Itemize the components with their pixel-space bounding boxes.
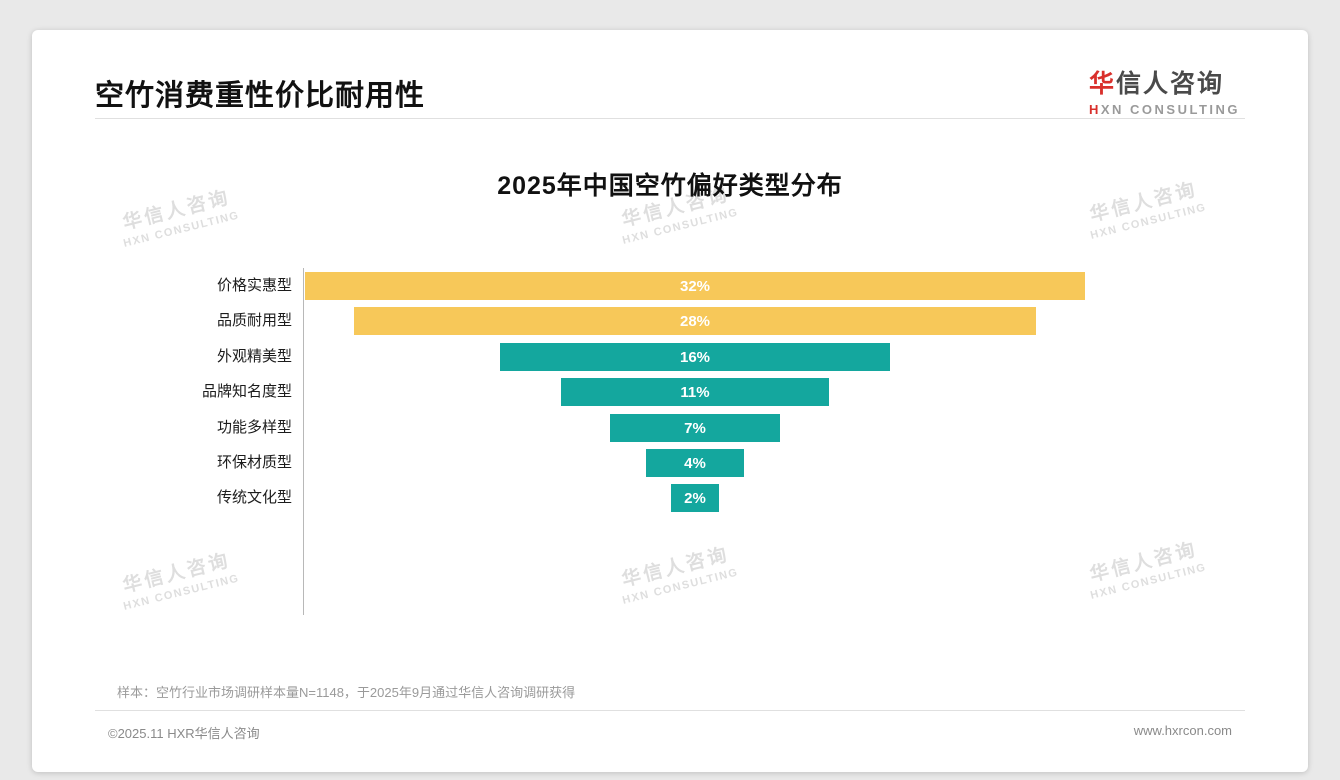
bar-value-label: 2% <box>684 489 706 507</box>
chart-bar: 28% <box>353 307 1037 335</box>
category-label: 品牌知名度型 <box>201 383 292 400</box>
category-label: 品质耐用型 <box>216 312 292 329</box>
report-slide: 华信人咨询 HXN CONSULTING 华信人咨询 HXN CONSULTIN… <box>32 30 1308 772</box>
chart-bar: 11% <box>560 378 830 406</box>
category-label: 传统文化型 <box>216 489 292 506</box>
bar-value-label: 4% <box>684 454 706 472</box>
logo-en-line: HXN CONSULTING <box>1089 102 1240 117</box>
logo-en-rest: XN CONSULTING <box>1100 102 1240 117</box>
bar-value-label: 7% <box>684 419 706 437</box>
logo-cn-rest: 信人咨询 <box>1115 70 1224 98</box>
page-title: 空竹消费重性价比耐用性 <box>95 80 426 112</box>
bar-value-label: 11% <box>680 383 710 401</box>
bar-value-label: 32% <box>679 277 711 295</box>
chart-bar: 32% <box>305 272 1085 300</box>
chart-bar: 4% <box>646 449 744 477</box>
bar-value-label: 28% <box>679 312 711 330</box>
website-url: www.hxrcon.com <box>1133 723 1232 738</box>
category-label: 功能多样型 <box>216 419 292 436</box>
category-label: 环保材质型 <box>216 454 292 471</box>
bar-value-label: 16% <box>679 348 711 366</box>
chart-bar: 16% <box>500 343 890 371</box>
header-divider <box>95 118 1245 119</box>
company-logo: 华信人咨询 HXN CONSULTING <box>1089 64 1240 117</box>
copyright-text: ©2025.11 HXR华信人咨询 <box>108 726 260 741</box>
sample-note: 样本：空竹行业市场调研样本量N=1148，于2025年9月通过华信人咨询调研获得 <box>117 685 576 700</box>
chart-title: 2025年中国空竹偏好类型分布 <box>497 172 843 200</box>
chart-bar: 2% <box>670 484 720 512</box>
logo-cn-line: 华信人咨询 <box>1089 64 1240 100</box>
category-label: 价格实惠型 <box>216 277 292 294</box>
chart-rows: 价格实惠型 32% 品质耐用型 28% 外观精美型 16% 品牌知名度型 11% 功能多样型 7%… <box>32 30 1308 772</box>
chart-bar: 7% <box>609 414 781 442</box>
preference-distribution-chart: 2025年中国空竹偏好类型分布 价格实惠型 32% 品质耐用型 28% 外观精美型 16%… <box>32 30 1308 772</box>
logo-en-accent: H <box>1088 102 1101 117</box>
logo-cn-accent: 华 <box>1088 70 1116 98</box>
footer: ©2025.11 HXR华信人咨询 www.hxrcon.com <box>95 710 1245 742</box>
y-axis-line <box>303 268 304 615</box>
category-label: 外观精美型 <box>216 348 292 365</box>
